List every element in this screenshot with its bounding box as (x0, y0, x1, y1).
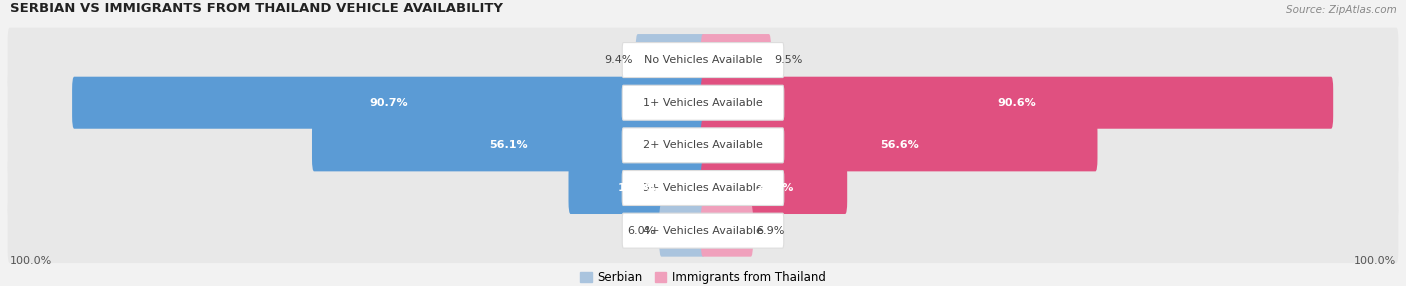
FancyBboxPatch shape (623, 213, 783, 248)
FancyBboxPatch shape (72, 77, 704, 129)
Text: 2+ Vehicles Available: 2+ Vehicles Available (643, 140, 763, 150)
Text: 6.9%: 6.9% (756, 226, 785, 236)
FancyBboxPatch shape (568, 162, 704, 214)
FancyBboxPatch shape (7, 70, 1399, 135)
FancyBboxPatch shape (7, 156, 1399, 221)
FancyBboxPatch shape (623, 85, 783, 120)
FancyBboxPatch shape (702, 77, 1333, 129)
Text: 90.6%: 90.6% (998, 98, 1036, 108)
FancyBboxPatch shape (623, 128, 783, 163)
Text: 56.1%: 56.1% (489, 140, 527, 150)
FancyBboxPatch shape (7, 113, 1399, 178)
Text: 6.0%: 6.0% (627, 226, 655, 236)
Text: 4+ Vehicles Available: 4+ Vehicles Available (643, 226, 763, 236)
Text: Source: ZipAtlas.com: Source: ZipAtlas.com (1285, 5, 1396, 15)
Text: No Vehicles Available: No Vehicles Available (644, 55, 762, 65)
FancyBboxPatch shape (702, 204, 754, 257)
FancyBboxPatch shape (659, 204, 704, 257)
Text: 100.0%: 100.0% (10, 256, 52, 266)
FancyBboxPatch shape (636, 34, 704, 86)
FancyBboxPatch shape (623, 43, 783, 78)
Text: 19.1%: 19.1% (617, 183, 657, 193)
Text: SERBIAN VS IMMIGRANTS FROM THAILAND VEHICLE AVAILABILITY: SERBIAN VS IMMIGRANTS FROM THAILAND VEHI… (10, 2, 503, 15)
Text: 56.6%: 56.6% (880, 140, 918, 150)
Text: 1+ Vehicles Available: 1+ Vehicles Available (643, 98, 763, 108)
FancyBboxPatch shape (7, 28, 1399, 92)
Legend: Serbian, Immigrants from Thailand: Serbian, Immigrants from Thailand (579, 271, 827, 284)
FancyBboxPatch shape (7, 198, 1399, 263)
FancyBboxPatch shape (702, 34, 770, 86)
FancyBboxPatch shape (702, 162, 848, 214)
Text: 3+ Vehicles Available: 3+ Vehicles Available (643, 183, 763, 193)
FancyBboxPatch shape (312, 119, 704, 171)
Text: 20.5%: 20.5% (755, 183, 793, 193)
FancyBboxPatch shape (623, 170, 783, 205)
Text: 100.0%: 100.0% (1354, 256, 1396, 266)
FancyBboxPatch shape (702, 119, 1098, 171)
Text: 9.4%: 9.4% (603, 55, 633, 65)
Text: 90.7%: 90.7% (370, 98, 408, 108)
Text: 9.5%: 9.5% (775, 55, 803, 65)
